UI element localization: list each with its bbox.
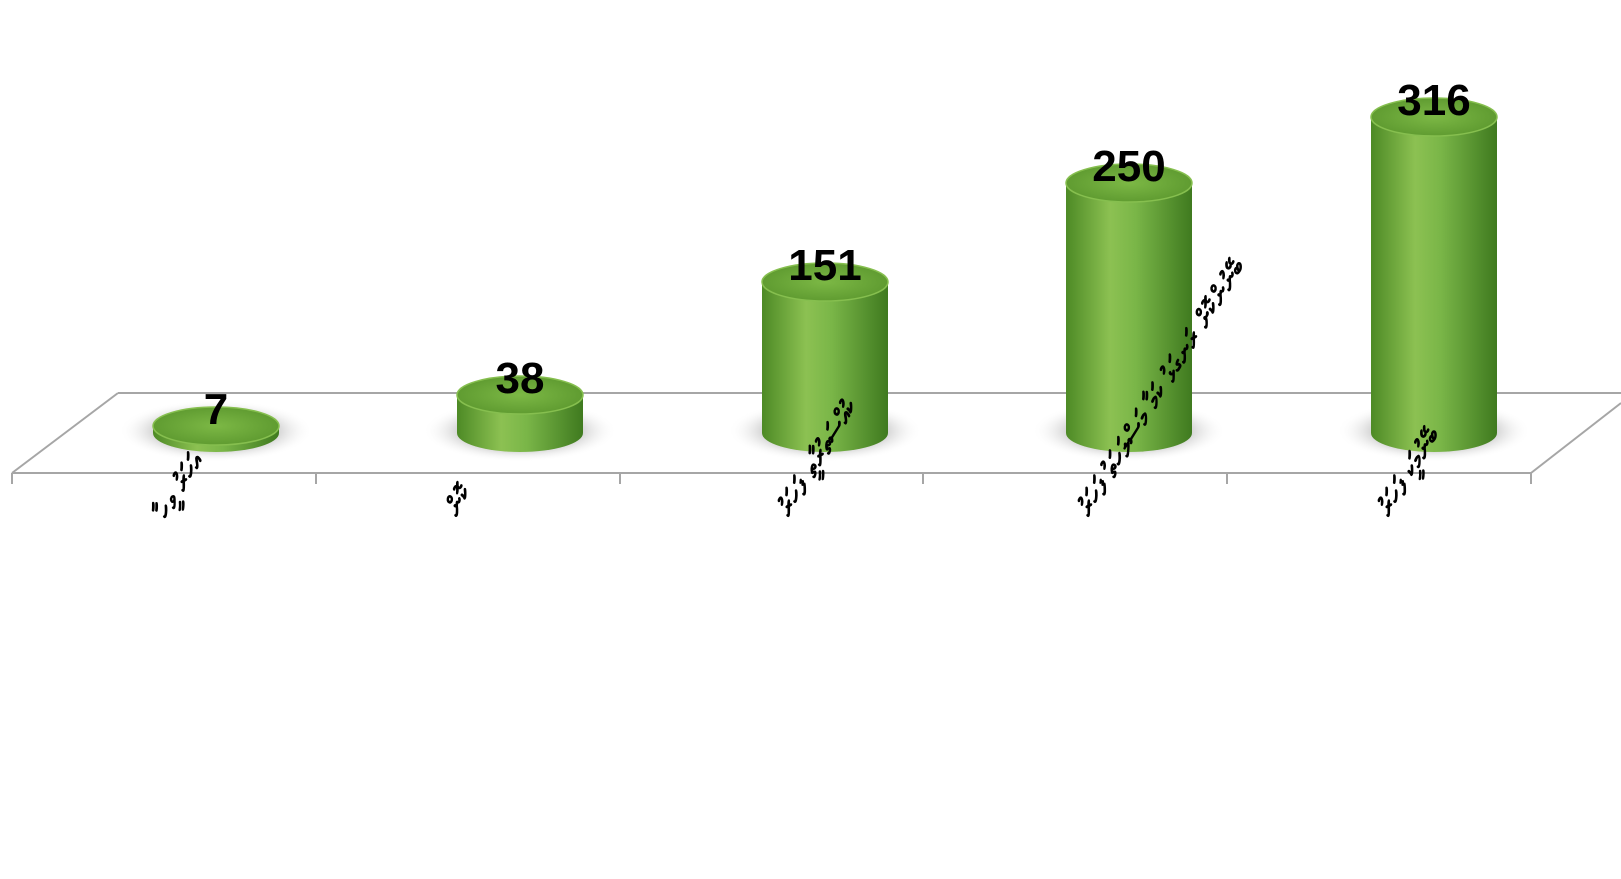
value-label: 151 bbox=[788, 241, 861, 290]
floor-left-edge bbox=[11, 392, 119, 474]
value-label: 316 bbox=[1397, 76, 1470, 125]
bar-top bbox=[1370, 97, 1498, 137]
bar-5 bbox=[1337, 97, 1531, 462]
bar-2 bbox=[423, 375, 617, 462]
bar-body bbox=[1066, 183, 1192, 452]
bar-top bbox=[152, 406, 280, 446]
bar-top bbox=[456, 375, 584, 415]
bar-top bbox=[1065, 163, 1193, 203]
floor-right-edge bbox=[1530, 402, 1621, 474]
value-labels-group: 7 38 151 250 316 bbox=[204, 76, 1471, 434]
bar-3 bbox=[728, 262, 922, 462]
value-label: 250 bbox=[1092, 142, 1165, 191]
bar-body bbox=[1371, 117, 1497, 452]
value-label: 38 bbox=[496, 354, 545, 403]
category-label: ކޮން bbox=[438, 479, 481, 523]
bars-group bbox=[119, 97, 1531, 462]
bar-top bbox=[761, 262, 889, 302]
bar-body bbox=[762, 282, 888, 452]
value-label: 7 bbox=[204, 385, 228, 434]
bar-4 bbox=[1032, 163, 1226, 462]
bar-1 bbox=[119, 400, 313, 462]
